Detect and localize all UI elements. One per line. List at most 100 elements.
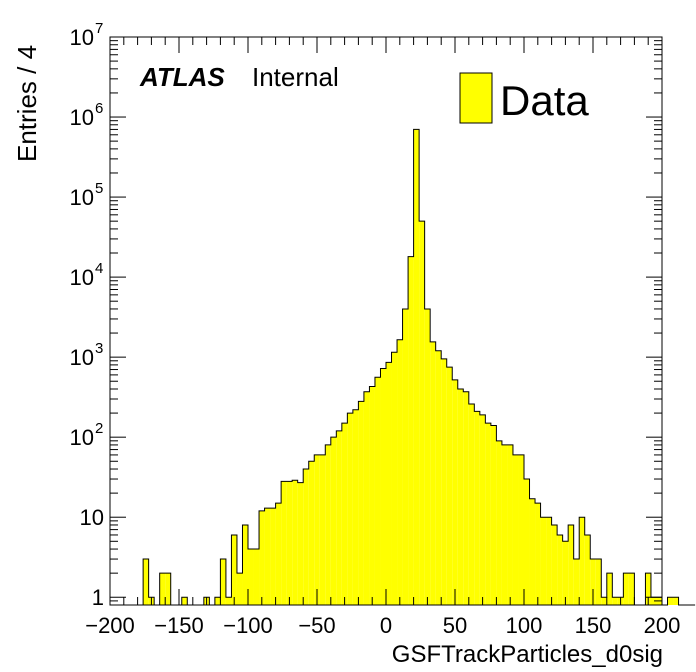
histogram-bin — [314, 454, 320, 605]
histogram-bin — [435, 350, 442, 605]
y-tick-base: 10 — [70, 265, 94, 290]
histogram-bin — [408, 256, 414, 605]
histogram-bin — [297, 482, 304, 605]
x-tick-label: −150 — [154, 613, 204, 638]
x-tick-label: 0 — [380, 613, 392, 638]
histogram-bin — [623, 573, 629, 605]
histogram-bin — [358, 401, 364, 605]
y-tick-label: 10 — [80, 505, 104, 530]
y-tick-base: 10 — [70, 25, 94, 50]
histogram-bin — [248, 549, 254, 605]
histogram-bin — [319, 454, 326, 605]
histogram-bin — [457, 388, 464, 605]
histogram-bin — [308, 461, 315, 605]
y-tick-value: 1 — [92, 585, 104, 610]
histogram-bin — [386, 362, 392, 605]
x-tick-label: −50 — [298, 613, 335, 638]
atlas-label: ATLAS — [139, 62, 225, 92]
histogram-bin — [568, 524, 574, 605]
histogram-bin — [496, 440, 502, 605]
y-tick-value: 10 — [80, 505, 104, 530]
y-tick-label: 10 4 — [70, 260, 104, 290]
histogram-outline — [142, 128, 696, 606]
x-tick-labels: −200 −150 −100 −50 0 50 100 150 200 — [85, 613, 680, 638]
histogram-bin — [374, 377, 381, 605]
histogram-bin — [441, 358, 447, 605]
y-axis-label: Entries / 4 — [12, 45, 42, 162]
histogram-bin — [430, 341, 436, 605]
histogram-bars — [142, 128, 696, 606]
histogram-bin — [159, 573, 166, 605]
histogram-bin — [220, 559, 226, 605]
y-tick-base: 10 — [70, 425, 94, 450]
histogram-bin — [673, 597, 679, 605]
y-tick-base: 10 — [70, 345, 94, 370]
atlas-status-label: Internal — [252, 62, 339, 92]
x-tick-label: 50 — [443, 613, 467, 638]
histogram-bin — [590, 559, 596, 605]
x-tick-label: 100 — [506, 613, 543, 638]
histogram-bin — [303, 469, 309, 605]
histogram-bin — [225, 597, 232, 605]
histogram-bin — [501, 444, 508, 605]
histogram-bin — [601, 597, 607, 605]
histogram-bin — [490, 425, 497, 605]
histogram-bin — [612, 597, 618, 605]
histogram-bin — [452, 379, 458, 605]
y-tick-exponent: 7 — [95, 20, 103, 37]
histogram-bin — [352, 409, 359, 605]
histogram-bin — [628, 573, 635, 605]
histogram-bin — [330, 437, 337, 605]
histogram-bin — [214, 597, 221, 605]
y-tick-exponent: 6 — [95, 100, 103, 117]
y-tick-label: 10 7 — [70, 20, 104, 50]
histogram-bin — [540, 517, 547, 605]
histogram-bin — [336, 430, 342, 605]
histogram-bin — [507, 444, 513, 605]
histogram-bin — [259, 510, 265, 605]
histogram-bin — [402, 308, 409, 605]
histogram-bin — [286, 481, 293, 605]
histogram-bin — [380, 368, 386, 605]
histogram-bin — [275, 503, 282, 605]
histogram-bin — [606, 573, 613, 605]
histogram-bin — [546, 517, 552, 605]
histogram-bin — [557, 534, 563, 605]
histogram-bin — [419, 221, 425, 606]
histogram-bin — [424, 308, 431, 605]
histogram-bin — [292, 480, 298, 605]
histogram-bin — [143, 559, 149, 605]
histogram-bin — [253, 549, 260, 605]
y-tick-exponent: 2 — [95, 420, 103, 437]
histogram-bin — [584, 534, 591, 605]
histogram-bin — [650, 597, 657, 605]
x-tick-label: −200 — [85, 613, 135, 638]
histogram-bin — [645, 573, 651, 605]
legend-swatch — [459, 72, 493, 124]
histogram-bin — [281, 481, 287, 605]
histogram-bin — [236, 573, 243, 605]
histogram-bin — [551, 524, 558, 605]
y-tick-exponent: 4 — [95, 260, 103, 277]
histogram-bin — [518, 454, 524, 605]
y-tick-exponent: 5 — [95, 180, 103, 197]
histogram-bin — [413, 129, 420, 606]
histogram-bin — [325, 444, 331, 605]
histogram-bin — [231, 534, 237, 605]
x-tick-label: 200 — [644, 613, 681, 638]
y-tick-label: 10 6 — [70, 100, 104, 130]
histogram-bin — [529, 498, 536, 605]
x-tick-label: −100 — [223, 613, 273, 638]
histogram-bin — [397, 339, 403, 605]
histogram-bin — [270, 508, 276, 605]
histogram-bin — [562, 541, 569, 605]
histogram-bin — [391, 352, 398, 605]
histogram-bin — [264, 508, 271, 605]
histogram-bin — [485, 423, 491, 605]
histogram-bin — [535, 503, 541, 605]
histogram-bin — [579, 517, 585, 605]
histogram-bin — [468, 403, 475, 605]
histogram-bin — [363, 391, 370, 605]
axis-ticks — [109, 36, 663, 606]
histogram-bin — [181, 597, 188, 605]
